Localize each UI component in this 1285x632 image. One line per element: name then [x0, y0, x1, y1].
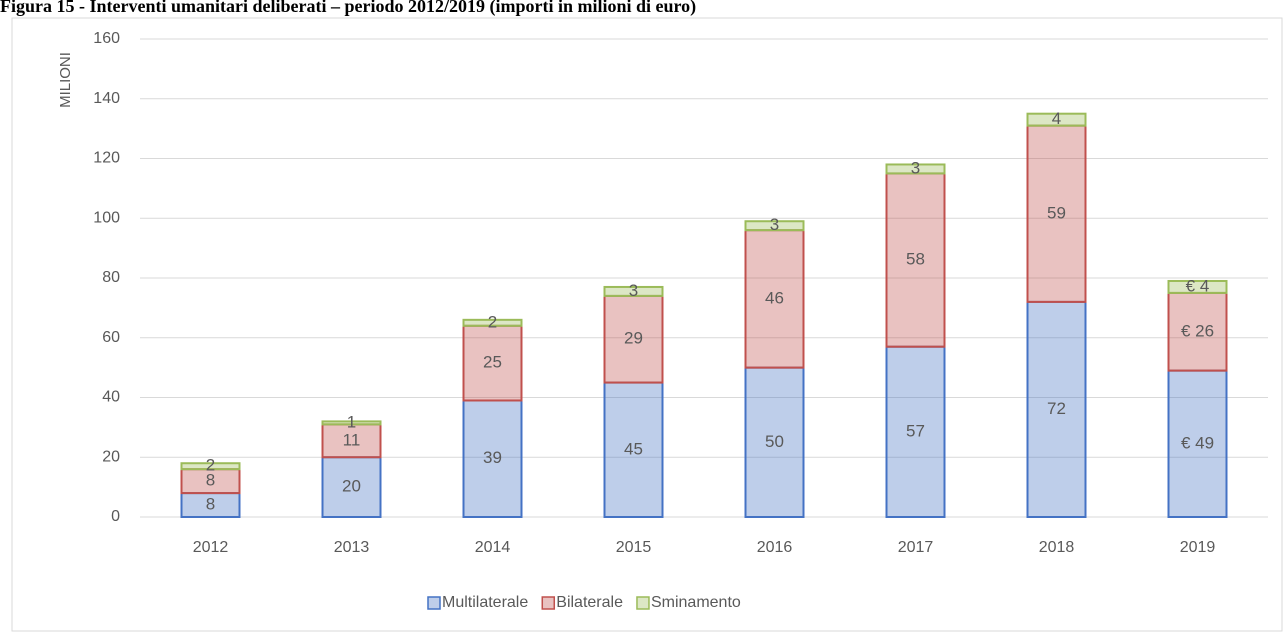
y-tick-label: 120: [93, 150, 120, 167]
x-tick-label: 2014: [475, 539, 511, 556]
bar-segment: [1167, 291, 1228, 372]
bar-segment: [462, 318, 523, 327]
data-label: 59: [1047, 203, 1066, 222]
y-tick-label: 60: [102, 329, 120, 346]
y-tick-label: 140: [93, 90, 120, 107]
bar-segment: [744, 229, 805, 369]
bar-segment: [744, 220, 805, 232]
data-label: 2: [488, 312, 497, 331]
bar-segment: [1167, 279, 1228, 294]
x-tick-label: 2013: [334, 539, 370, 556]
data-label: € 49: [1181, 433, 1214, 452]
data-label: 8: [206, 471, 215, 490]
x-tick-label: 2015: [616, 539, 652, 556]
legend-swatch: [541, 596, 556, 610]
data-label: 50: [765, 432, 784, 451]
data-label: 4: [1052, 109, 1061, 128]
data-label: 72: [1047, 399, 1066, 418]
data-label: 29: [624, 329, 643, 348]
data-label: 45: [624, 439, 643, 458]
legend-swatch: [636, 596, 650, 610]
data-label: 57: [906, 421, 925, 440]
y-tick-label: 160: [93, 30, 120, 47]
y-axis-title: MILIONI: [57, 52, 74, 108]
bar-segment: [1026, 124, 1087, 303]
bar-segment: [1167, 369, 1228, 518]
y-tick-label: 100: [93, 209, 120, 226]
bar-segment: [462, 324, 523, 402]
chart-frame: [11, 17, 1283, 632]
bar-segment: [603, 285, 664, 297]
legend-swatch: [427, 596, 441, 610]
bar-segment: [321, 456, 382, 518]
bar-segment: [1026, 112, 1087, 127]
data-label: 20: [342, 477, 361, 496]
data-label: 3: [770, 215, 779, 234]
y-tick-label: 40: [102, 389, 120, 406]
data-label: 39: [483, 448, 502, 467]
x-tick-label: 2017: [898, 539, 934, 556]
data-label: 11: [343, 430, 361, 449]
data-label: 2: [206, 456, 215, 475]
bar-segment: [321, 420, 382, 426]
data-label: 1: [347, 412, 356, 431]
legend-label: Bilaterale: [556, 594, 623, 611]
x-tick-label: 2016: [757, 539, 793, 556]
data-label: 3: [911, 158, 920, 177]
bar-segment: [885, 345, 946, 518]
y-tick-label: 80: [102, 269, 120, 286]
x-tick-label: 2019: [1180, 539, 1216, 556]
x-tick-label: 2018: [1039, 539, 1075, 556]
bar-segment: [885, 163, 946, 175]
bar-segment: [180, 462, 241, 471]
data-label: 25: [483, 353, 502, 372]
y-tick-label: 0: [111, 508, 120, 525]
y-tick-label: 20: [102, 448, 120, 465]
x-tick-label: 2012: [193, 539, 229, 556]
data-label: € 26: [1181, 321, 1214, 340]
data-label: 3: [629, 281, 638, 300]
bar-segment: [462, 399, 523, 518]
data-label: 58: [906, 250, 925, 269]
bar-segment: [603, 294, 664, 384]
legend-label: Multilaterale: [442, 594, 528, 611]
bar-segment: [885, 172, 946, 348]
data-label: 46: [765, 288, 784, 307]
chart-title: Figura 15 - Interventi umanitari deliber…: [0, 0, 696, 17]
data-label: 8: [206, 495, 215, 514]
data-label: € 4: [1186, 276, 1210, 295]
legend-label: Sminamento: [651, 594, 741, 611]
